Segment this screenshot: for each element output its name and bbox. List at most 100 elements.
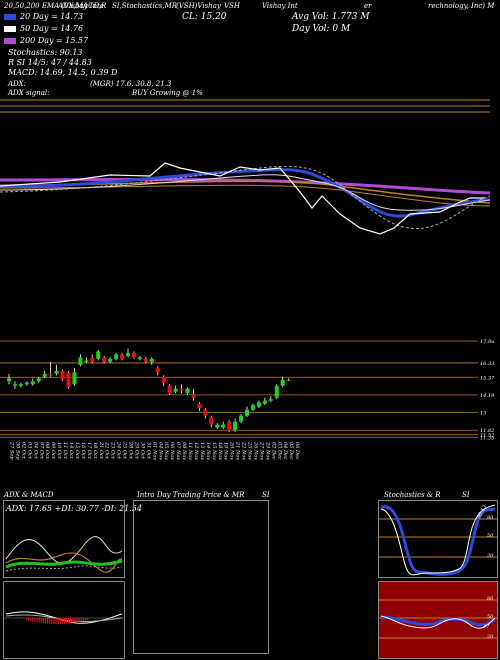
legend-swatch-white [4,26,16,32]
date-label: 31 Oct [145,442,151,460]
date-label: 16 Oct [80,442,86,460]
rsi-level-50: 50 [487,614,494,620]
candle-body [250,405,255,410]
date-label: 23 Oct [110,441,116,460]
macd-bar [44,618,47,624]
adx-panel: ADX: 17.65 +DI: 30.77 -DI: 21.54 [3,500,142,578]
stochastics-lines [379,504,497,576]
candle-body [114,354,119,359]
candle-body [233,421,238,431]
candle-body [286,379,291,381]
macd-bar [51,618,53,624]
candle-body [173,388,178,392]
macd-bar [74,618,76,623]
date-label: 14 Oct [68,442,74,460]
macd-bar [47,618,49,624]
candle-body [42,373,47,377]
rsi-panel: 80 50 20 47 [378,581,498,659]
date-label: 08 Oct [44,442,50,460]
date-label: 11 Oct [62,442,68,460]
candle-body [256,402,261,407]
candle-body [167,385,172,394]
date-label: 30 Oct [139,442,145,460]
date-label: 18 Oct [92,442,98,460]
intra-panel-si: SI [262,491,270,499]
date-label: 12 Nov [193,442,199,460]
date-label: 14 Nov [205,442,211,460]
date-label: 09 Oct [50,442,56,460]
candle-body [245,409,249,416]
macd-lines [4,611,124,624]
candle-body [54,370,59,374]
candle-body [280,379,285,386]
candle-body [12,384,17,386]
macd-bar [63,618,65,624]
date-label: 26 Nov [252,441,258,460]
adx-panel-readout: ADX: 17.65 +DI: 30.77 -DI: 21.54 [6,504,142,513]
candle-body [60,370,65,380]
candle-body [215,424,220,428]
macd-bar [61,618,63,624]
macd-bar [72,618,74,623]
date-label: 03 Dec [276,442,282,460]
ema-lines [0,99,491,235]
candle-body [155,367,160,373]
price-level-label: 13 [480,411,486,417]
avg-volume: Avg Vol: 1.773 M [292,12,370,22]
macd-bar [40,618,42,623]
date-labels: 27 Sep 30 Sep 02 Oct 03 Oct 04 Oct 07 Oct 08 O… [9,441,301,460]
date-label: 15 Oct [74,442,80,460]
date-label: 24 Oct [116,441,122,460]
stochastics-panel: 80 50 20 90.13 [378,500,498,578]
macd-bar [53,618,55,624]
date-label: 05 Dec [288,442,294,460]
candle-body [108,358,113,362]
legend-ema50: 50 Day = 14.76 [4,24,83,33]
candle-body [84,360,89,362]
ema20-line [0,168,491,218]
date-label: 07 Oct [38,442,44,460]
candle-body [209,417,214,425]
date-label: 27 Nov [258,441,264,460]
candle-body [179,388,184,391]
candle-body [24,382,29,385]
candle-body [268,399,273,401]
price-level-label: 11.82 [480,428,494,434]
date-label: 18 Nov [217,442,223,460]
date-label: 04 Dec [282,442,288,460]
date-label: 22 Nov [241,441,247,460]
header-indicators-label: ADX,MACD,R [58,2,107,10]
candle-body [30,381,35,385]
price-level-label: 11.35 [480,435,494,441]
candle-body [227,421,232,431]
candle-body [48,373,53,376]
macd-bar [28,618,30,621]
macd-bar [68,618,70,624]
price-grid [0,340,478,438]
candle-body [7,378,11,382]
header-company-3: rechnology, Inc) M [428,2,495,10]
date-label: 05 Nov [163,442,169,460]
candle-body [262,400,267,404]
stochastics-readout: Stochastics: 90.13 [8,48,83,57]
date-label: 29 Oct [133,441,139,460]
adx-panel-title: ADX & MACD [4,491,54,499]
legend-swatch-purple [4,38,16,44]
date-label: 25 Nov [247,441,253,460]
candle-body [191,394,196,398]
date-label: 02 Dec [270,442,276,460]
macd-bar [34,618,36,622]
rsi-level-80: 80 [487,596,494,602]
candle-body [120,354,125,359]
header-indicators-label-2: SI,Stochastics,MR [112,2,178,10]
macd-bar [55,618,57,624]
legend-ema200: 200 Day = 15.57 [4,36,88,45]
date-label: 27 Sep [9,441,15,460]
macd-bar [78,618,80,622]
rsi-lines [379,599,497,639]
date-label: 04 Nov [157,442,163,460]
candles [7,348,291,433]
macd-bar [49,618,51,624]
date-label: 06 Nov [169,442,175,460]
